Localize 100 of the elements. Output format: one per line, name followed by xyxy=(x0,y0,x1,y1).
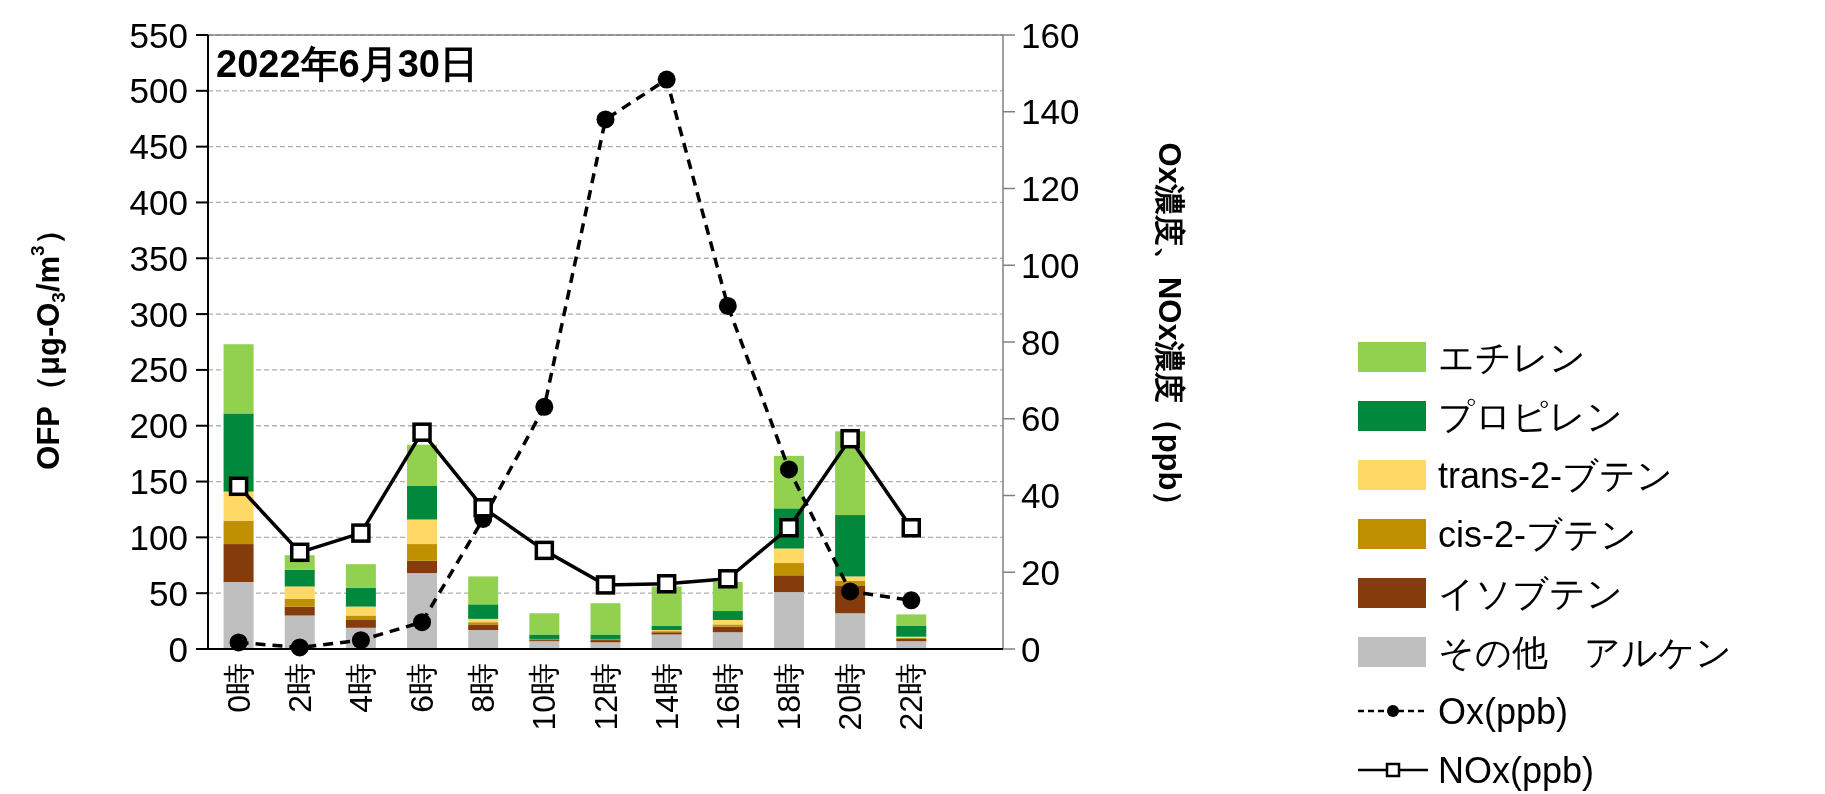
x-tick-label: 2時 xyxy=(281,663,318,713)
legend-label: その他 アルケン xyxy=(1438,631,1732,673)
bar xyxy=(407,560,438,574)
bar xyxy=(590,634,621,639)
x-tick-label: 18時 xyxy=(770,663,807,731)
bar xyxy=(773,563,804,576)
y2-tick-label: 0 xyxy=(1021,629,1041,669)
x-tick-label: 14時 xyxy=(648,663,685,731)
bar xyxy=(468,604,499,619)
point xyxy=(656,574,677,594)
y2-tick-label: 20 xyxy=(1021,552,1060,592)
point xyxy=(412,422,432,442)
y-tick-label: 50 xyxy=(149,573,188,613)
point xyxy=(718,569,738,589)
bar xyxy=(223,544,254,583)
legend-label: プロピレン xyxy=(1438,395,1623,437)
point xyxy=(289,542,310,563)
bar xyxy=(712,619,743,625)
legend-label: イソブテン xyxy=(1438,572,1623,614)
x-tick-label: 22時 xyxy=(893,663,930,731)
bar xyxy=(345,615,376,620)
legend-label: エチレン xyxy=(1438,336,1586,378)
y2-tick-label: 100 xyxy=(1021,245,1080,285)
bar xyxy=(529,613,560,635)
bar xyxy=(468,630,499,649)
point xyxy=(228,476,249,497)
chart-title: 2022年6月30日 xyxy=(216,43,478,85)
point xyxy=(840,428,860,449)
legend-label: cis-2-ブテン xyxy=(1438,513,1637,555)
x-tick-label: 4時 xyxy=(342,663,379,713)
y-tick-label: 350 xyxy=(129,238,188,278)
y2-tick-label: 140 xyxy=(1021,92,1080,132)
bar xyxy=(468,576,499,605)
bar xyxy=(712,626,743,633)
bar xyxy=(284,598,315,607)
y2-tick-label: 40 xyxy=(1021,476,1060,515)
bar xyxy=(835,613,866,649)
bar xyxy=(407,544,438,561)
legend-label: Ox(ppb) xyxy=(1438,690,1569,732)
bar xyxy=(896,614,927,626)
bar xyxy=(773,575,804,593)
bar xyxy=(712,611,743,620)
y2-tick-label: 120 xyxy=(1021,169,1080,208)
y2-tick-label: 60 xyxy=(1021,399,1060,439)
x-tick-label: 12時 xyxy=(587,663,624,731)
bar xyxy=(223,344,254,414)
y-tick-label: 550 xyxy=(129,15,188,55)
bar xyxy=(590,603,621,635)
bar xyxy=(407,486,438,520)
point xyxy=(473,498,493,518)
point xyxy=(595,575,616,595)
bar xyxy=(896,641,927,649)
legend-label: NOx(ppb) xyxy=(1438,749,1595,791)
point xyxy=(535,397,554,416)
bar xyxy=(651,625,682,631)
point xyxy=(229,633,248,652)
y-tick-label: 0 xyxy=(168,629,188,669)
y-tick-label: 400 xyxy=(129,182,188,222)
x-tick-label: 20時 xyxy=(832,663,869,731)
bar xyxy=(773,592,804,649)
bar xyxy=(345,564,376,588)
bar xyxy=(345,619,376,628)
bar xyxy=(712,632,743,649)
x-tick-label: 8時 xyxy=(465,663,502,713)
bar xyxy=(529,641,560,649)
legend-label: trans-2-ブテン xyxy=(1438,454,1674,496)
bar xyxy=(345,587,376,607)
y-tick-label: 500 xyxy=(129,71,188,111)
point xyxy=(901,517,922,538)
x-tick-label: 0時 xyxy=(220,663,257,713)
y-tick-label: 250 xyxy=(129,350,188,390)
y2-axis-title: Ox濃度、NOx濃度（ppb） xyxy=(1152,142,1188,522)
y-tick-label: 150 xyxy=(129,462,188,502)
point xyxy=(534,540,555,561)
bar xyxy=(468,624,499,631)
bar xyxy=(651,634,682,649)
bar xyxy=(284,569,315,587)
point xyxy=(290,638,309,657)
y2-tick-label: 80 xyxy=(1021,322,1060,362)
bar xyxy=(407,444,438,487)
bar xyxy=(773,548,804,564)
y-tick-label: 300 xyxy=(129,294,188,334)
point xyxy=(351,523,371,543)
bar xyxy=(468,622,499,625)
bar xyxy=(284,606,315,616)
point xyxy=(596,110,615,129)
bar xyxy=(896,625,927,637)
point xyxy=(718,296,737,315)
y2-tick-label: 160 xyxy=(1021,15,1080,55)
bar xyxy=(712,624,743,627)
bar xyxy=(529,634,560,639)
x-tick-label: 6時 xyxy=(404,663,441,713)
bar xyxy=(345,606,376,616)
point xyxy=(779,460,798,479)
bar xyxy=(835,515,866,577)
bar xyxy=(468,618,499,623)
bar xyxy=(284,586,315,599)
x-tick-label: 10時 xyxy=(526,663,563,731)
y-tick-label: 100 xyxy=(129,517,188,557)
bar xyxy=(590,642,621,649)
